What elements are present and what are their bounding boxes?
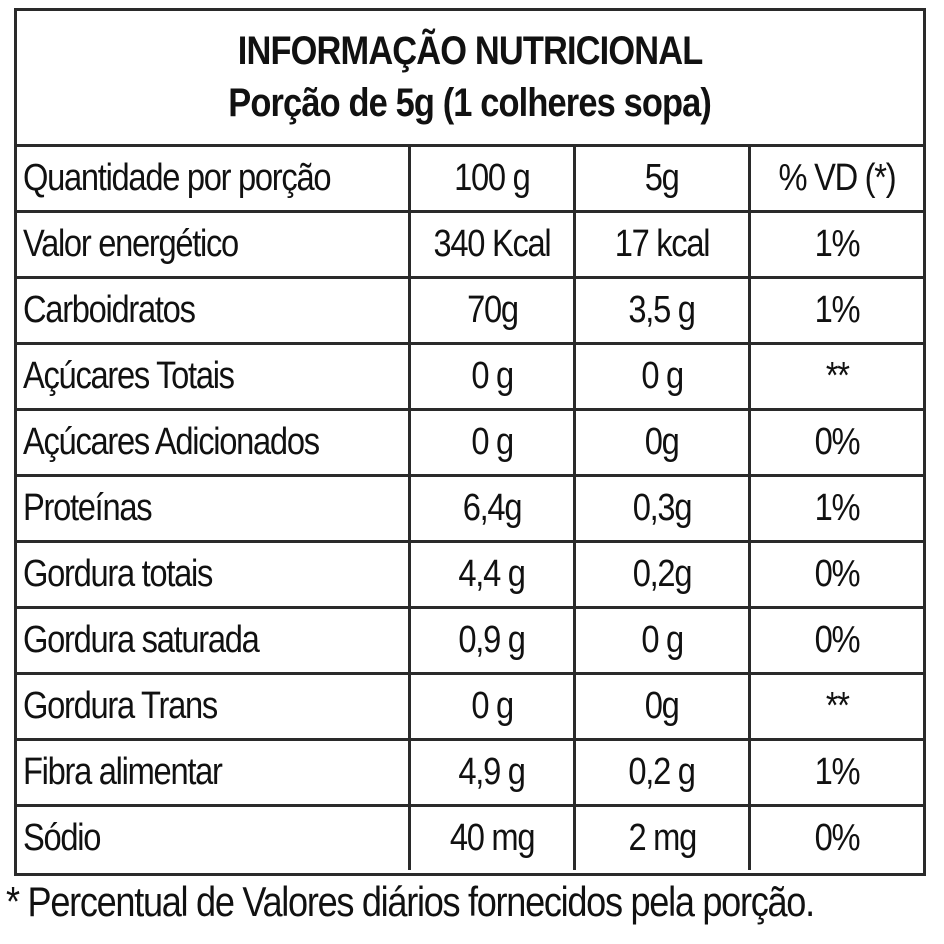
column-header: % VD (*) — [749, 147, 923, 213]
daily-value-cell: 1% — [749, 277, 923, 345]
nutrition-facts-label: INFORMAÇÃO NUTRICIONAL Porção de 5g (1 c… — [14, 8, 926, 876]
table-row: Proteínas 6,4g 0,3g 1% — [17, 475, 923, 543]
daily-value-cell: 1% — [749, 739, 923, 807]
nutrient-name: Fibra alimentar — [17, 739, 411, 807]
column-header: 5g — [574, 147, 751, 213]
amount-cell: 3,5 g — [574, 277, 751, 345]
label-title: INFORMAÇÃO NUTRICIONAL — [237, 28, 703, 73]
amount-cell: 0,9 g — [409, 607, 576, 675]
daily-value-cell: 0% — [749, 409, 923, 477]
table-row: Gordura Trans 0 g 0g ** — [17, 673, 923, 741]
amount-cell: 0g — [574, 673, 751, 741]
nutrient-name: Gordura totais — [17, 541, 411, 609]
daily-value-cell: 1% — [749, 475, 923, 543]
amount-cell: 40 mg — [409, 805, 576, 870]
footnote: * Percentual de Valores diários fornecid… — [6, 878, 815, 925]
amount-cell: 0 g — [574, 607, 751, 675]
nutrient-name: Sódio — [17, 805, 411, 870]
amount-cell: 4,9 g — [409, 739, 576, 807]
daily-value-cell: ** — [749, 343, 923, 411]
column-header: Quantidade por porção — [17, 147, 411, 213]
amount-cell: 4,4 g — [409, 541, 576, 609]
table-row: Gordura totais 4,4 g 0,2g 0% — [17, 541, 923, 609]
amount-cell: 0,3g — [574, 475, 751, 543]
amount-cell: 6,4g — [409, 475, 576, 543]
amount-cell: 0 g — [409, 409, 576, 477]
nutrient-name: Gordura saturada — [17, 607, 411, 675]
column-header: 100 g — [409, 147, 576, 213]
amount-cell: 70g — [409, 277, 576, 345]
table-header-row: Quantidade por porção 100 g 5g % VD (*) — [17, 147, 923, 213]
nutrient-name: Açúcares Totais — [17, 343, 411, 411]
daily-value-cell: ** — [749, 673, 923, 741]
table-row: Açúcares Adicionados 0 g 0g 0% — [17, 409, 923, 477]
daily-value-cell: 1% — [749, 211, 923, 279]
table-row: Valor energético 340 Kcal 17 kcal 1% — [17, 211, 923, 279]
nutrient-name: Gordura Trans — [17, 673, 411, 741]
daily-value-cell: 0% — [814, 817, 861, 859]
table-row: Carboidratos 70g 3,5 g 1% — [17, 277, 923, 345]
daily-value-cell: 0% — [749, 607, 923, 675]
amount-cell: 340 Kcal — [409, 211, 576, 279]
table-row: Sódio 40 mg 2 mg 0% — [17, 805, 923, 870]
nutrient-name: Açúcares Adicionados — [17, 409, 411, 477]
amount-cell: 0 g — [409, 673, 576, 741]
amount-cell: 17 kcal — [574, 211, 751, 279]
amount-cell: 0,2g — [574, 541, 751, 609]
nutrient-name: Carboidratos — [17, 277, 411, 345]
amount-cell: 0 g — [574, 343, 751, 411]
amount-cell: 0,2 g — [574, 739, 751, 807]
label-header: INFORMAÇÃO NUTRICIONAL Porção de 5g (1 c… — [17, 11, 923, 147]
amount-cell: 0 g — [409, 343, 576, 411]
daily-value-cell: 0% — [749, 541, 923, 609]
nutrition-table: Quantidade por porção 100 g 5g % VD (*) … — [17, 147, 923, 870]
serving-size: Porção de 5g (1 colheres sopa) — [228, 80, 713, 125]
nutrient-name: Proteínas — [17, 475, 411, 543]
table-row: Fibra alimentar 4,9 g 0,2 g 1% — [17, 739, 923, 807]
nutrient-name: Valor energético — [17, 211, 411, 279]
amount-cell: 0g — [574, 409, 751, 477]
amount-cell: 2 mg — [574, 805, 751, 870]
